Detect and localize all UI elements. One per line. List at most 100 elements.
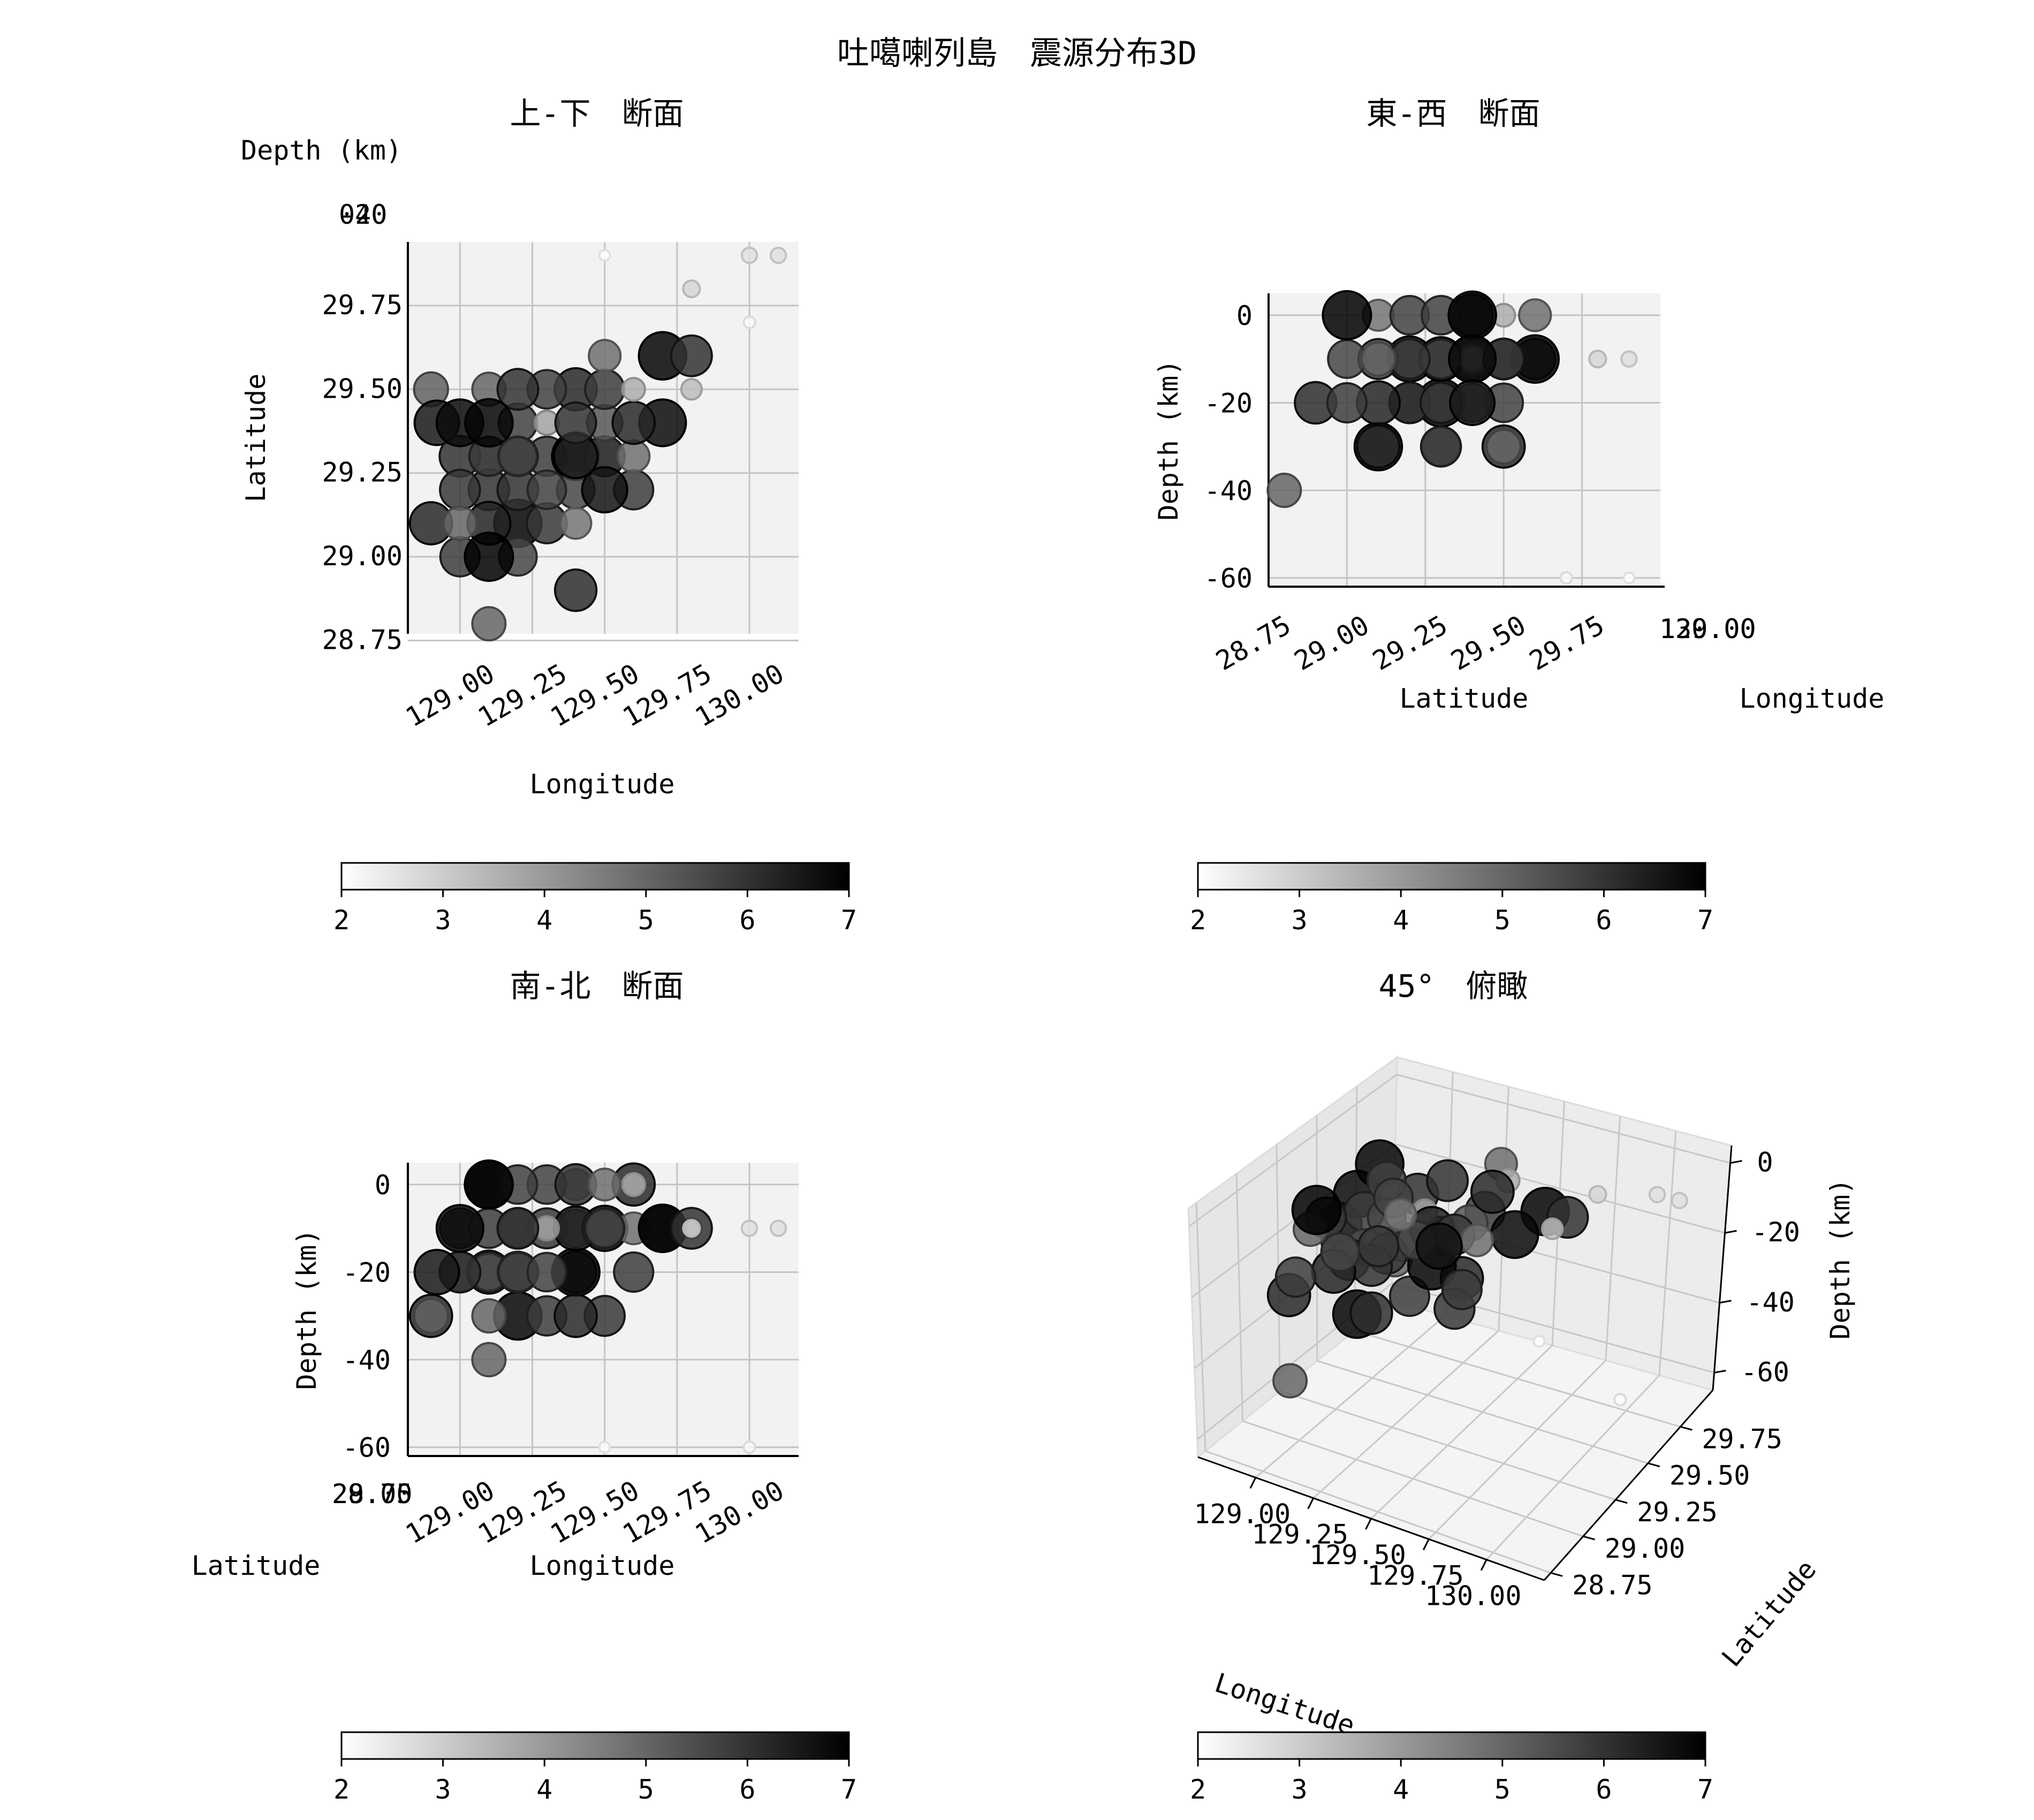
- event-marker: [471, 1298, 507, 1334]
- x-tick-mark: [1307, 1497, 1315, 1510]
- x-tick-mark: [1365, 1518, 1372, 1530]
- event-marker: [588, 339, 622, 373]
- panel-top-title: 上-下 断面: [510, 95, 684, 132]
- grid-line: [1242, 1420, 1584, 1537]
- y-tick-label: 29.75: [322, 290, 403, 321]
- grid-line: [1235, 1173, 1244, 1421]
- colorbar-tick-label: 7: [1697, 1774, 1713, 1805]
- colorbar-tick-label: 6: [1596, 905, 1612, 936]
- panel-3d-yticks: 28.75 29.00 29.25 29.50 29.75: [1550, 1423, 1782, 1601]
- y-axis-line: [1543, 1390, 1714, 1581]
- panel-ew-zlabel: Longitude: [1740, 683, 1885, 714]
- panel-ns-ylabel: Depth (km): [291, 1228, 322, 1390]
- panel-ns-points: [408, 1159, 787, 1454]
- panel-top-points: [408, 246, 787, 642]
- y-tick-label: 29.75: [1702, 1423, 1782, 1454]
- colorbar-tick-label: 4: [536, 1774, 552, 1805]
- event-marker: [588, 1167, 622, 1202]
- event-marker: [1291, 1185, 1342, 1235]
- y-tick-label: 29.00: [322, 541, 403, 572]
- event-marker: [464, 1159, 514, 1210]
- panel-ns-zticks-stack: 29.00: [332, 1478, 413, 1510]
- event-marker: [769, 246, 787, 264]
- panel-top-zlabel: Depth (km): [241, 135, 402, 166]
- colorbar-tick-label: 5: [1494, 905, 1511, 936]
- event-marker: [598, 249, 611, 262]
- event-marker: [1447, 290, 1497, 340]
- x-tick-label: 130.00: [1425, 1581, 1522, 1612]
- event-marker: [1272, 1363, 1308, 1399]
- event-marker: [439, 468, 481, 511]
- event-marker: [740, 1219, 758, 1237]
- event-marker: [1588, 350, 1607, 369]
- event-marker: [682, 279, 701, 299]
- panel-top-ylabel: Latitude: [240, 374, 271, 503]
- colorbar: [340, 862, 850, 891]
- colorbar-tick-label: 5: [638, 905, 654, 936]
- panel-ew-ylabel: Depth (km): [1153, 359, 1184, 520]
- panel-3d-title: 45° 俯瞰: [1379, 968, 1528, 1004]
- event-marker: [1470, 1169, 1515, 1214]
- x-tick-label: 129.75: [1367, 1560, 1464, 1591]
- event-marker: [611, 400, 656, 445]
- colorbar-tick-label: 4: [1393, 1774, 1409, 1805]
- panel-top-xlabel: Longitude: [530, 769, 675, 800]
- y-tick-mark: [1615, 1499, 1628, 1504]
- panel-top-zticks-stack: -20: [339, 199, 387, 230]
- panel-ew-yticks: 0 -20 -40 -60: [1204, 300, 1253, 594]
- event-marker: [1620, 350, 1638, 368]
- y-tick-label: 29.25: [322, 457, 403, 488]
- event-marker: [1420, 426, 1462, 467]
- event-marker: [464, 532, 514, 582]
- event-marker: [584, 1208, 626, 1249]
- y-tick-label: -40: [1204, 475, 1253, 506]
- colorbar-tick-label: 2: [1190, 905, 1206, 936]
- event-marker: [497, 436, 538, 477]
- x-tick-label: 29.50: [1446, 610, 1531, 677]
- event-marker: [581, 466, 628, 514]
- panel-3d-xlabel: Longitude: [1211, 1667, 1358, 1741]
- event-marker: [584, 368, 626, 410]
- panel-ns-zticks-stack: 28.75: [332, 1478, 413, 1510]
- event-marker: [1384, 1198, 1417, 1231]
- figure-title: 吐噶喇列島 震源分布3D: [837, 35, 1197, 72]
- y-tick-mark: [1583, 1535, 1596, 1541]
- event-marker: [1274, 1256, 1316, 1298]
- event-marker: [1541, 1217, 1564, 1240]
- colorbar-tick-label: 6: [739, 905, 755, 936]
- y-tick-mark: [1550, 1572, 1563, 1577]
- panel-ns-xlabel: Longitude: [530, 1550, 675, 1581]
- event-marker: [413, 1298, 449, 1334]
- y-tick-label: -40: [343, 1345, 391, 1376]
- event-marker: [442, 505, 478, 541]
- grid-line: [1605, 1116, 1621, 1361]
- colorbar: [1197, 862, 1706, 891]
- event-marker: [526, 1252, 567, 1293]
- grid-line: [1279, 1390, 1616, 1501]
- event-marker: [435, 1204, 484, 1253]
- grid-line: [1370, 1345, 1553, 1520]
- panel-ew-view: 東-西 断面 0 -20 -40 -60 28.7529.0029.2529.5029…: [1153, 95, 1884, 714]
- panel-ns-grid: [408, 1163, 799, 1456]
- colorbar-tick-label: 3: [435, 905, 451, 936]
- panel-ns-zlabel: Latitude: [192, 1550, 321, 1581]
- event-marker: [617, 439, 651, 474]
- panel-ew-xlabel: Latitude: [1400, 683, 1529, 714]
- x-tick-label: 129.50: [1309, 1540, 1406, 1571]
- y-tick-label: 29.25: [1637, 1497, 1718, 1528]
- panel-top-view: 上-下 断面 Depth (km) -40 -20 0 29.7529.5029…: [240, 95, 799, 800]
- colorbar-tick-label: 2: [1190, 1774, 1206, 1805]
- z-tick-mark: [1725, 1230, 1737, 1234]
- grid-line: [1188, 1074, 1398, 1227]
- event-marker: [1360, 341, 1396, 377]
- panel-ew-title: 東-西 断面: [1367, 95, 1540, 132]
- x-tick-label: 129.25: [1251, 1519, 1348, 1550]
- event-marker: [1671, 1192, 1688, 1209]
- event-marker: [1415, 1222, 1463, 1270]
- grid-line: [1428, 1360, 1607, 1540]
- x-tick-label: 29.25: [1368, 610, 1453, 677]
- colorbar-tick-label: 3: [435, 1774, 451, 1805]
- colorbars: 2 3 4 5 6 7 2 3 4 5 6 7 2 3 4 5 6 7 2 3 4 5 6 7: [333, 862, 1713, 1805]
